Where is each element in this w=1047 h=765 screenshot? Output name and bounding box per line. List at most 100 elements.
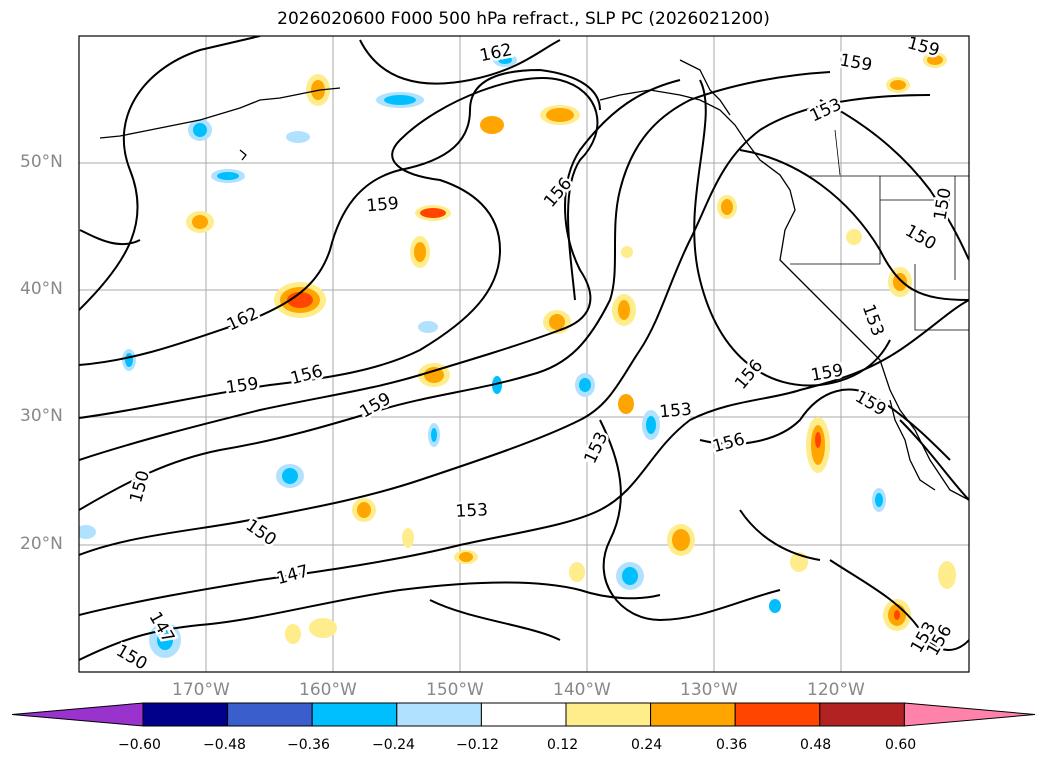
contour-label: 156 — [731, 356, 767, 394]
anomaly-blob — [646, 416, 656, 434]
contour-label: 156 — [288, 361, 325, 389]
anomaly-blob — [357, 502, 371, 518]
anomaly-blob — [893, 273, 907, 291]
anomaly-blob — [875, 493, 883, 507]
anomaly-blob — [286, 131, 310, 143]
anomaly-blob — [79, 525, 96, 539]
contour-label: 162 — [224, 304, 262, 336]
anomaly-blob — [285, 624, 301, 644]
colorbar-tick: −0.12 — [456, 737, 499, 753]
anomaly-blob — [579, 378, 591, 392]
lon-label-130w: 130°W — [680, 680, 738, 700]
anomaly-blob — [569, 562, 585, 582]
coastlines — [99, 59, 969, 501]
anomaly-blob — [480, 116, 504, 134]
anomaly-blob — [721, 199, 733, 215]
colorbar-tick: 0.12 — [547, 737, 579, 753]
colorbar-segment — [819, 702, 905, 727]
colorbar-tick: 0.36 — [716, 737, 748, 753]
lon-label-120w: 120°W — [807, 680, 865, 700]
contour-label: 159 — [851, 387, 889, 421]
anomaly-blob — [672, 529, 690, 551]
lon-label-150w: 150°W — [426, 680, 484, 700]
anomaly-blob — [938, 561, 956, 589]
anomaly-blob — [890, 80, 906, 90]
colorbar — [11, 702, 1036, 727]
lat-label-30n: 30°N — [20, 406, 63, 426]
map-frame — [78, 35, 970, 673]
anomaly-blob — [157, 630, 173, 650]
colorbar-extend-high — [903, 702, 1036, 727]
anomaly-blob — [546, 108, 574, 122]
contour-label: 150 — [112, 641, 150, 675]
lat-label-50n: 50°N — [20, 152, 63, 172]
colorbar-tick: 0.48 — [800, 737, 832, 753]
anomaly-blob — [192, 215, 208, 229]
colorbar-segment — [396, 702, 482, 727]
lat-label-20n: 20°N — [20, 534, 63, 554]
contour-label: 150 — [126, 468, 154, 505]
contour-label: 156 — [710, 429, 747, 457]
contour-label: 150 — [930, 186, 955, 221]
contour-label: 153 — [807, 95, 845, 127]
colorbar-segment — [142, 702, 229, 727]
anomaly-blob — [309, 618, 337, 638]
colorbar-tick: −0.24 — [372, 737, 415, 753]
anomaly-blob — [384, 95, 416, 105]
map-title: 2026020600 F000 500 hPa refract., SLP PC… — [277, 9, 770, 29]
anomaly-blob — [414, 242, 426, 262]
anomaly-blob — [125, 353, 133, 367]
lon-label-140w: 140°W — [553, 680, 611, 700]
colorbar-segment — [227, 702, 313, 727]
anomaly-blob — [431, 428, 437, 442]
refractivity-anomalies — [79, 52, 956, 658]
colorbar-extend-low — [11, 702, 144, 727]
colorbar-tick: 0.24 — [631, 737, 663, 753]
anomaly-blob — [418, 321, 438, 333]
political-borders — [790, 129, 969, 331]
anomaly-blob — [549, 314, 565, 330]
anomaly-blob — [927, 55, 943, 65]
anomaly-blob — [618, 300, 630, 320]
gridlines — [79, 36, 969, 672]
lon-label-160w: 160°W — [299, 680, 357, 700]
anomaly-blob — [894, 610, 900, 620]
lat-label-40n: 40°N — [20, 279, 63, 299]
anomaly-blob — [282, 468, 298, 484]
anomaly-blob — [769, 599, 781, 613]
colorbar-segment — [480, 702, 567, 727]
anomaly-blob — [287, 292, 313, 308]
colorbar-tick: −0.36 — [287, 737, 330, 753]
colorbar-segment — [565, 702, 652, 727]
anomaly-blob — [846, 229, 862, 245]
colorbar-segment — [734, 702, 821, 727]
colorbar-tick: −0.48 — [203, 737, 246, 753]
lon-label-170w: 170°W — [172, 680, 230, 700]
contour-labels: 162 159 159 153 156 150 150 159 153 162 … — [110, 33, 959, 675]
colorbar-segment — [650, 702, 736, 727]
contour-label: 159 — [905, 33, 942, 61]
anomaly-blob — [402, 528, 414, 548]
anomaly-blob — [459, 552, 473, 562]
anomaly-blob — [621, 246, 633, 258]
contour-label: 153 — [455, 500, 488, 522]
contour-label: 150 — [901, 221, 939, 255]
anomaly-blob — [424, 367, 444, 383]
anomaly-blob — [618, 394, 634, 414]
anomaly-blob — [420, 208, 446, 218]
slp-contours — [79, 36, 969, 661]
anomaly-blob — [217, 172, 239, 180]
colorbar-segment — [311, 702, 398, 727]
anomaly-blob — [492, 376, 502, 394]
anomaly-blob — [815, 432, 821, 448]
anomaly-blob — [193, 123, 207, 137]
anomaly-blob — [498, 56, 512, 64]
contour-label: 159 — [366, 194, 400, 217]
colorbar-tick: −0.60 — [118, 737, 161, 753]
contour-label: 153 — [659, 400, 693, 423]
contour-label: 159 — [838, 50, 873, 75]
contour-label: 147 — [274, 561, 311, 589]
anomaly-blob — [622, 567, 638, 585]
contour-label: 159 — [225, 374, 260, 398]
